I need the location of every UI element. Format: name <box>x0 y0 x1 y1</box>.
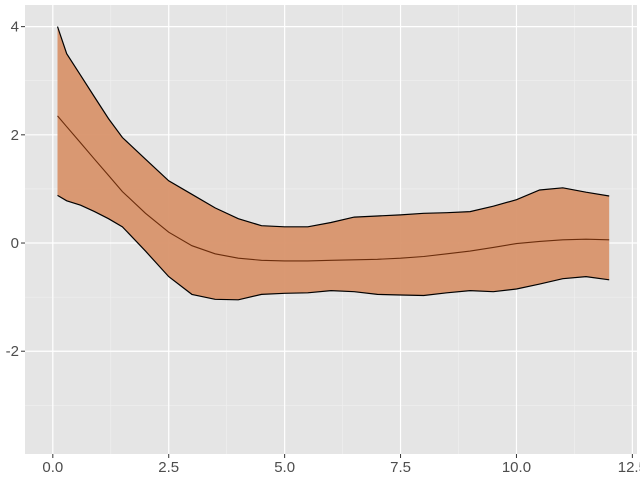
mean-line <box>57 115 610 262</box>
x-tick-label: 2.5 <box>158 459 179 476</box>
y-tick-label: 0 <box>11 235 19 252</box>
plot-area <box>56 26 610 301</box>
y-tick-label: 2 <box>11 127 19 144</box>
x-tick-label: 0.0 <box>42 459 63 476</box>
y-tick-label: 4 <box>11 19 19 36</box>
upper-bound-line <box>56 26 610 228</box>
x-tick-label: 10.0 <box>502 459 531 476</box>
x-axis: 0.0 2.5 5.0 7.5 10.0 12.5 <box>42 454 640 476</box>
y-axis: -2 0 2 4 <box>6 19 25 360</box>
x-tick-label: 7.5 <box>390 459 411 476</box>
lower-bound-line <box>57 194 610 301</box>
x-tick-label: 5.0 <box>274 459 295 476</box>
confidence-band <box>57 26 610 300</box>
y-tick-label: -2 <box>6 343 19 360</box>
x-tick-label: 12.5 <box>618 459 640 476</box>
